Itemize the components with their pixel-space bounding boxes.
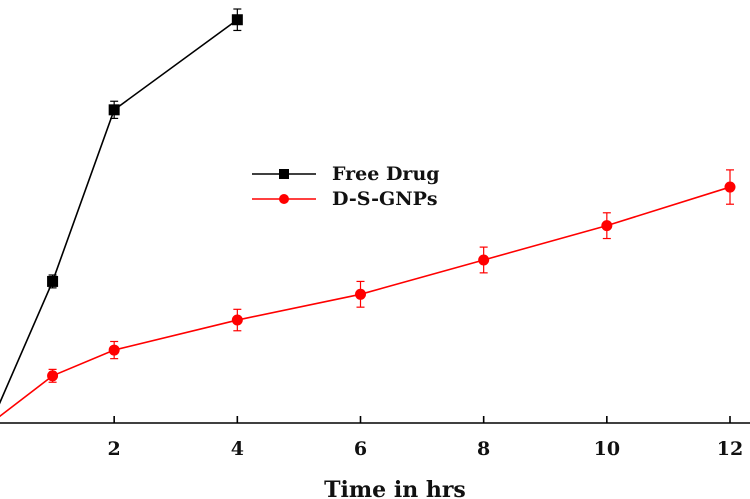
x-tick-label: 4 <box>231 438 244 460</box>
x-axis-title: Time in hrs <box>324 477 466 499</box>
data-point <box>47 275 59 287</box>
legend-label: D-S-GNPs <box>332 188 438 210</box>
axes: 2 4 6 8 10 12 <box>0 416 750 460</box>
data-point <box>108 344 120 356</box>
legend-entry: Free Drug <box>252 163 440 185</box>
legend-marker <box>279 194 289 204</box>
data-point <box>601 220 613 232</box>
x-tick-label: 2 <box>108 438 121 460</box>
data-point <box>108 104 120 116</box>
legend-label: Free Drug <box>332 163 440 185</box>
legend-entry: D-S-GNPs <box>252 188 438 210</box>
data-point <box>231 14 243 26</box>
data-point <box>231 314 243 326</box>
legend: Free Drug D-S-GNPs <box>252 163 440 210</box>
data-point <box>47 370 59 382</box>
series-layer <box>0 8 736 418</box>
series-line <box>0 186 731 418</box>
data-point <box>478 254 490 266</box>
x-tick-label: 12 <box>717 438 743 460</box>
x-tick-label: 10 <box>594 438 620 460</box>
series-free-drug <box>0 8 243 405</box>
x-tick-label: 8 <box>477 438 490 460</box>
series-line <box>0 19 238 405</box>
x-tick-label: 6 <box>354 438 367 460</box>
data-point <box>724 181 736 193</box>
legend-marker <box>279 169 289 179</box>
data-point <box>355 288 366 300</box>
series-d-s-gnps <box>0 169 736 418</box>
